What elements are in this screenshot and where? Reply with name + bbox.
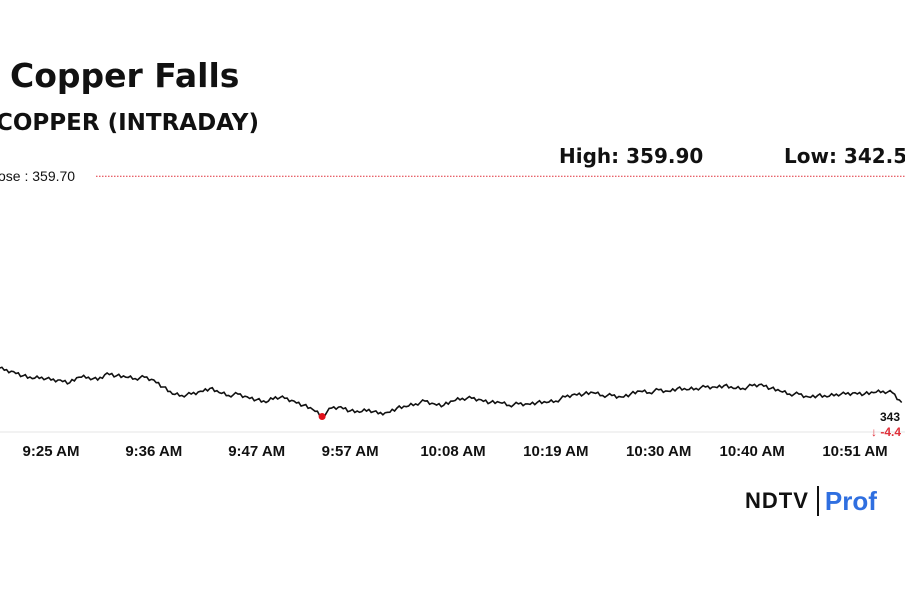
prev-close-label: ose : 359.70 xyxy=(0,168,75,184)
x-axis-ticks: 9:25 AM 9:36 AM 9:47 AM 9:57 AM 10:08 AM 10:1… xyxy=(23,443,888,460)
chart-title: Copper Falls xyxy=(10,56,240,95)
x-tick-label: 10:08 AM xyxy=(420,443,485,460)
x-tick-label: 10:51 AM xyxy=(822,443,887,460)
logo-divider xyxy=(816,486,819,516)
x-tick-label: 9:57 AM xyxy=(322,443,379,460)
x-tick-label: 9:25 AM xyxy=(23,443,80,460)
low-value: Low: 342.5 xyxy=(784,144,905,168)
high-value: High: 359.90 xyxy=(559,144,704,168)
chart-subtitle: COPPER (INTRADAY) xyxy=(0,110,259,136)
x-tick-label: 10:19 AM xyxy=(523,443,588,460)
ndtv-profit-logo: NDTV Prof xyxy=(745,484,877,518)
ndtv-wordmark: NDTV xyxy=(745,488,809,513)
profit-wordmark: Prof xyxy=(824,485,877,516)
last-price-label: 343 xyxy=(880,410,900,424)
x-tick-label: 10:30 AM xyxy=(626,443,691,460)
x-tick-label: 9:47 AM xyxy=(228,443,285,460)
price-line xyxy=(0,366,903,418)
x-tick-label: 10:40 AM xyxy=(720,443,785,460)
x-tick-label: 9:36 AM xyxy=(125,443,182,460)
change-label: ↓ -4.4 xyxy=(871,425,901,439)
day-low-marker xyxy=(318,413,326,421)
